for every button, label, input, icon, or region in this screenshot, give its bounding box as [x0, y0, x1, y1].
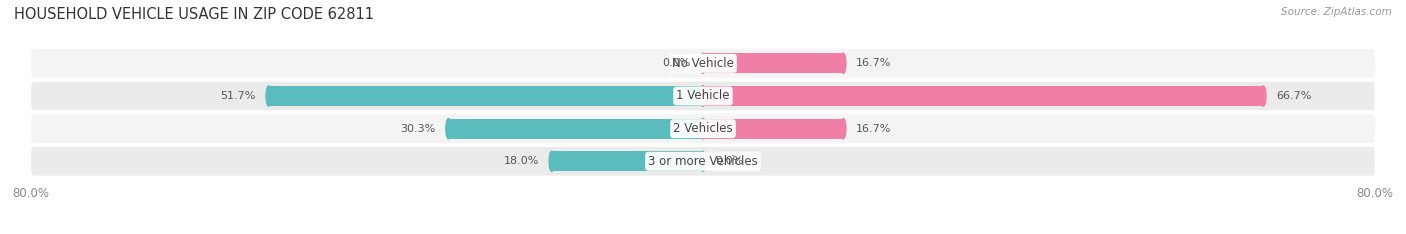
Circle shape [700, 86, 706, 106]
Text: 1 Vehicle: 1 Vehicle [676, 89, 730, 102]
Circle shape [841, 119, 846, 139]
Text: 0.0%: 0.0% [716, 156, 744, 166]
Text: Source: ZipAtlas.com: Source: ZipAtlas.com [1281, 7, 1392, 17]
Bar [551, 151, 703, 172]
Text: HOUSEHOLD VEHICLE USAGE IN ZIP CODE 62811: HOUSEHOLD VEHICLE USAGE IN ZIP CODE 6281… [14, 7, 374, 22]
Circle shape [700, 86, 706, 106]
Circle shape [700, 151, 706, 172]
Circle shape [700, 53, 706, 73]
Text: 18.0%: 18.0% [503, 156, 538, 166]
Text: 0.0%: 0.0% [662, 58, 690, 68]
Bar [703, 119, 844, 139]
Circle shape [841, 53, 846, 73]
Circle shape [700, 119, 706, 139]
Bar [269, 86, 703, 106]
Bar [703, 86, 1264, 106]
Text: 51.7%: 51.7% [221, 91, 256, 101]
Bar [703, 53, 844, 73]
Text: No Vehicle: No Vehicle [672, 57, 734, 70]
Circle shape [700, 119, 706, 139]
Circle shape [550, 151, 554, 172]
Bar [449, 119, 703, 139]
Text: 2 Vehicles: 2 Vehicles [673, 122, 733, 135]
FancyBboxPatch shape [31, 114, 1375, 143]
Text: 3 or more Vehicles: 3 or more Vehicles [648, 155, 758, 168]
FancyBboxPatch shape [31, 147, 1375, 176]
FancyBboxPatch shape [31, 49, 1375, 78]
Text: 30.3%: 30.3% [401, 124, 436, 134]
Circle shape [1261, 86, 1265, 106]
Circle shape [266, 86, 271, 106]
Text: 16.7%: 16.7% [856, 124, 891, 134]
Text: 66.7%: 66.7% [1277, 91, 1312, 101]
Text: 16.7%: 16.7% [856, 58, 891, 68]
Circle shape [446, 119, 451, 139]
FancyBboxPatch shape [31, 81, 1375, 111]
